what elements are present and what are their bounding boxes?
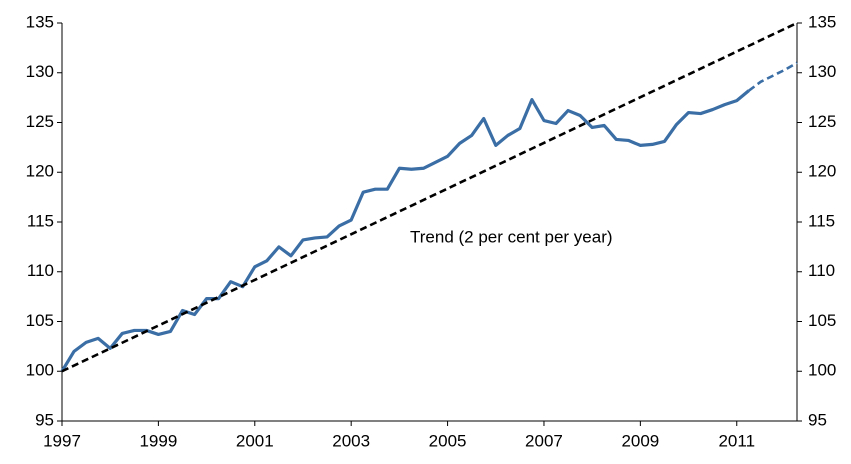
y2-tick-label: 95 (808, 410, 827, 429)
annotation: Trend (2 per cent per year) (410, 227, 613, 246)
y2-tick-label: 120 (808, 162, 836, 181)
line (748, 61, 798, 92)
x-tick-label: 2009 (621, 431, 659, 450)
x-tick-label: 2007 (525, 431, 563, 450)
y2-tick-label: 100 (808, 361, 836, 380)
y2-tick-label: 105 (808, 311, 836, 330)
line (61, 21, 798, 373)
x-tick-label: 2011 (718, 431, 755, 450)
x-tick-label: 1999 (139, 431, 177, 450)
y-tick-label: 110 (27, 261, 54, 280)
y-tick-label: 115 (27, 211, 54, 230)
y-tick-label: 105 (26, 311, 54, 330)
x-tick-label: 2001 (236, 431, 274, 450)
y-tick-label: 120 (26, 162, 54, 181)
y2-tick-label: 125 (808, 112, 836, 131)
y-tick-label: 125 (26, 112, 54, 131)
y2-tick-label: 130 (808, 62, 836, 81)
y2-tick-label: 135 (808, 12, 836, 31)
y-tick-label: 100 (26, 361, 54, 380)
y2-tick-label: 115 (808, 211, 835, 230)
y2-tick-label: 110 (808, 261, 835, 280)
x-tick-label: 2003 (332, 431, 370, 450)
y-tick-label: 95 (35, 410, 54, 429)
y-tick-label: 130 (26, 62, 54, 81)
x-tick-label: 2005 (429, 431, 467, 450)
y-tick-label: 135 (26, 12, 54, 31)
line (60, 89, 750, 373)
x-tick-label: 1997 (43, 431, 81, 450)
